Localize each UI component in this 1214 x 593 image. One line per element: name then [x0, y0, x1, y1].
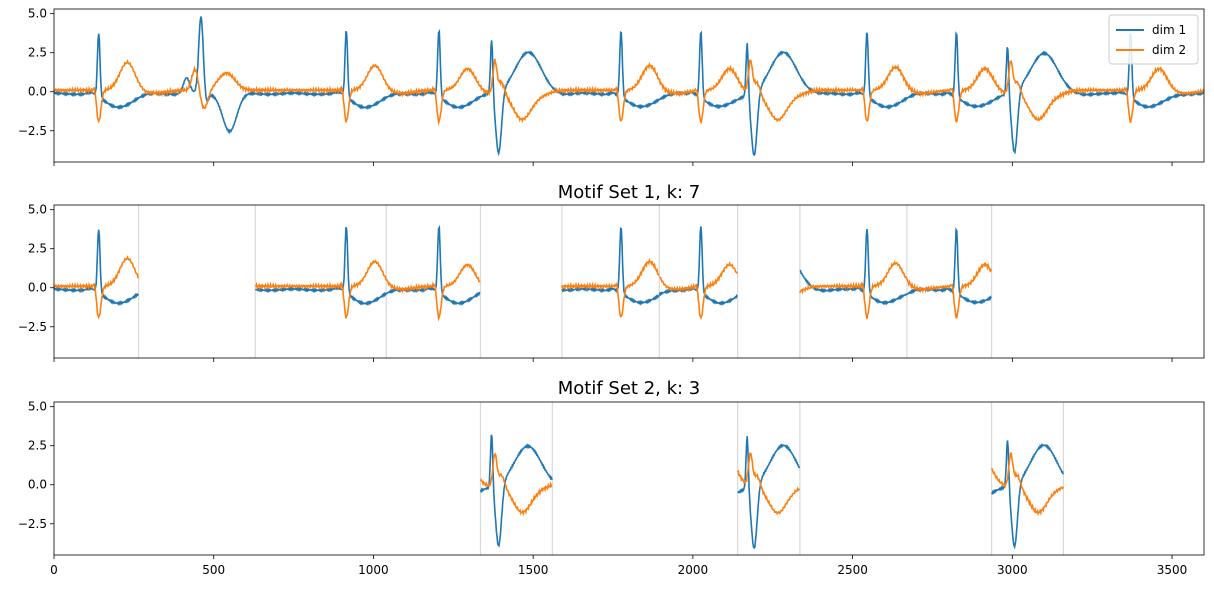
- y-tick-label: 0.0: [28, 478, 47, 492]
- y-tick-label: 5.0: [28, 400, 47, 414]
- y-tick-label: −2.5: [18, 320, 47, 334]
- series-line-dim-2: [906, 261, 992, 319]
- x-tick-label: 2500: [837, 563, 868, 577]
- legend-label-dim-1: dim 1: [1152, 23, 1186, 37]
- series-line-dim-1: [561, 226, 660, 306]
- axes-frame: [53, 8, 1205, 163]
- series-line-dim-1: [254, 226, 387, 306]
- x-tick-label: 3500: [1157, 563, 1188, 577]
- series-line-dim-2: [479, 452, 553, 517]
- panel-title-motif-set-2: Motif Set 2, k: 3: [558, 378, 701, 399]
- series-line-dim-1: [658, 226, 739, 306]
- y-tick-label: 2.5: [28, 242, 47, 256]
- y-tick-label: 0.0: [28, 85, 47, 99]
- x-tick-label: 2000: [678, 563, 709, 577]
- series-line-dim-1: [990, 440, 1064, 550]
- panel-title-motif-set-1: Motif Set 1, k: 7: [558, 182, 701, 203]
- x-tick-label: 3000: [997, 563, 1028, 577]
- series-line-dim-2: [799, 260, 908, 320]
- y-tick-label: 2.5: [28, 439, 47, 453]
- legend: dim 1 dim 2: [1108, 14, 1199, 65]
- series-line-dim-1: [53, 16, 1205, 157]
- series-line-dim-2: [53, 58, 1205, 126]
- x-tick-label: 500: [202, 563, 225, 577]
- series-line-dim-2: [561, 257, 660, 318]
- series-line-dim-2: [990, 452, 1064, 517]
- series-line-dim-2: [737, 452, 801, 516]
- y-tick-label: −2.5: [18, 124, 47, 138]
- legend-label-dim-2: dim 2: [1152, 43, 1186, 57]
- y-tick-label: 2.5: [28, 46, 47, 60]
- series-line-dim-1: [53, 229, 140, 307]
- x-tick-label: 0: [50, 563, 58, 577]
- x-tick-label: 1000: [358, 563, 389, 577]
- series-line-dim-2: [53, 255, 140, 320]
- series-line-dim-2: [255, 259, 387, 319]
- y-tick-label: 5.0: [28, 203, 47, 217]
- series-line-dim-1: [479, 434, 553, 548]
- series-line-dim-2: [659, 260, 739, 321]
- series-line-dim-2: [385, 263, 481, 322]
- axes-frame: [53, 204, 1205, 359]
- axes-frame: [53, 401, 1205, 556]
- y-tick-label: 0.0: [28, 281, 47, 295]
- x-tick-label: 1500: [518, 563, 549, 577]
- y-tick-label: −2.5: [18, 517, 47, 531]
- y-tick-label: 5.0: [28, 7, 47, 21]
- series-line-dim-1: [737, 436, 801, 550]
- legend-frame: [1108, 14, 1199, 65]
